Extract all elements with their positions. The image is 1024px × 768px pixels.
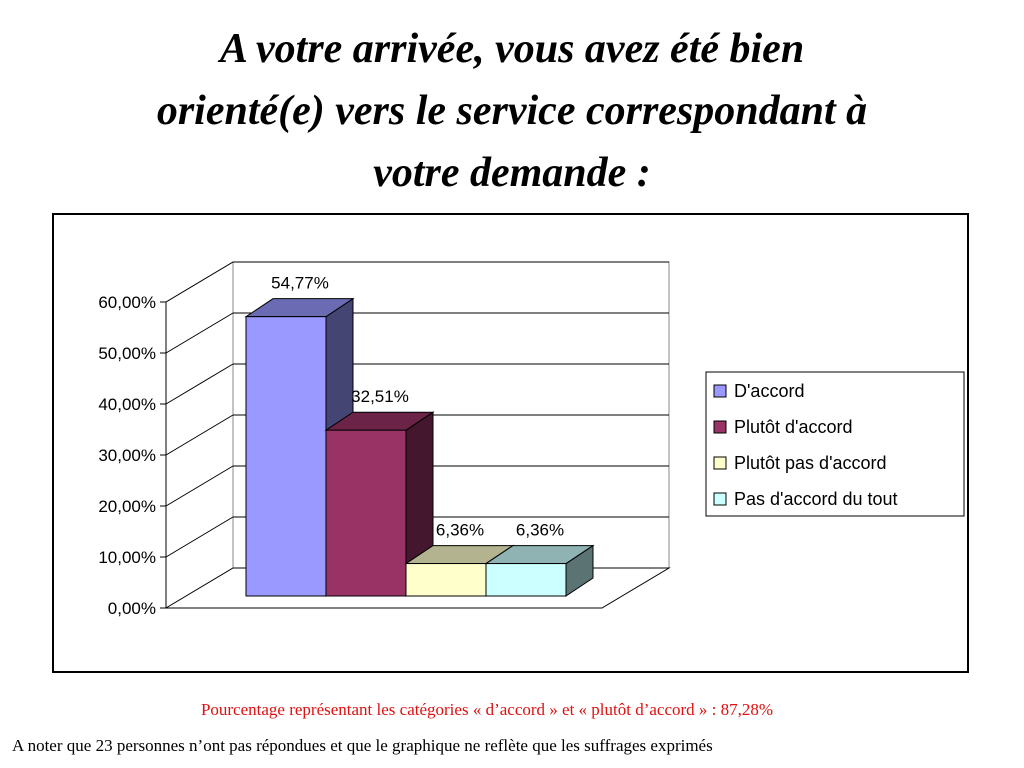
footnote: A noter que 23 personnes n’ont pas répon… [12,736,713,755]
y-tick-label: 30,00% [98,446,156,465]
summary-note: Pourcentage représentant les catégories … [200,700,774,719]
gridline-side [165,414,234,456]
y-tick-label: 20,00% [98,497,156,516]
legend-swatch [713,384,727,398]
bar [485,563,567,597]
data-label: 6,36% [436,521,484,540]
bar [405,563,487,597]
chart-frame: 0,00% 10,00% 20,00% 30,00% 40,00% 50,00% 60,00… [52,213,969,673]
y-tick-label: 50,00% [98,344,156,363]
title-line-2: orienté(e) vers le service correspondant… [156,88,868,134]
title-line-1: A votre arrivée, vous avez été bien [219,26,805,72]
legend-label: Plutôt d'accord [734,417,853,437]
y-tick-label: 40,00% [98,395,156,414]
legend [705,371,965,517]
y-tick-label: 0,00% [108,599,156,618]
data-label: 32,51% [351,387,409,406]
legend-swatch [713,456,727,470]
legend-swatch [713,492,727,506]
legend-label: Pas d'accord du tout [734,489,898,509]
gridline-side [165,516,234,558]
bar [245,316,327,597]
data-label: 6,36% [516,521,564,540]
legend-label: D'accord [734,381,804,401]
y-tick-label: 60,00% [98,293,156,312]
page-title: A votre arrivée, vous avez été bien orie… [0,18,1024,204]
legend-swatch [713,420,727,434]
data-label: 54,77% [271,274,329,293]
gridline-side [165,465,234,507]
bar-chart: 0,00% 10,00% 20,00% 30,00% 40,00% 50,00% 60,00… [98,261,965,618]
title-line-3: votre demande : [373,150,651,196]
gridline-side [165,312,234,354]
gridline-side [165,261,234,303]
gridline-side [165,363,234,405]
legend-label: Plutôt pas d'accord [734,453,887,473]
y-tick-label: 10,00% [98,548,156,567]
bar [325,429,407,597]
